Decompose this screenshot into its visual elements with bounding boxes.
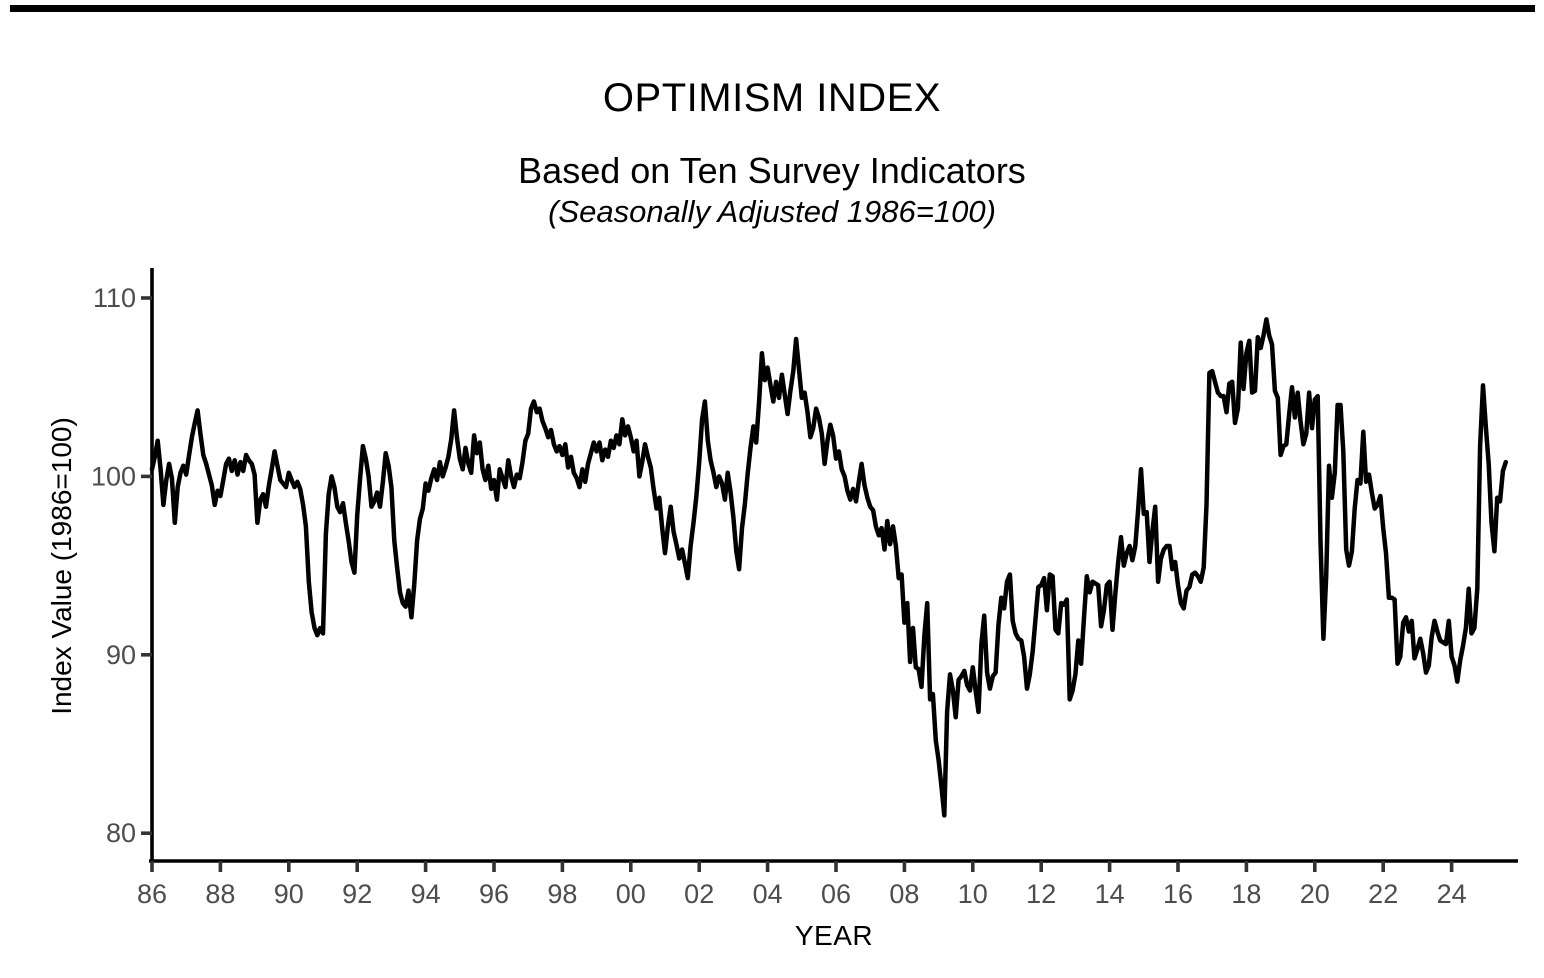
x-tick-label: 24: [1437, 879, 1467, 909]
top-divider-bar: [10, 5, 1535, 12]
x-tick-label: 96: [479, 879, 509, 909]
page-subtitle: Based on Ten Survey Indicators: [518, 150, 1026, 191]
page-subtitle-note: (Seasonally Adjusted 1986=100): [548, 194, 996, 229]
x-tick-label: 12: [1026, 879, 1056, 909]
y-tick-label: 80: [106, 818, 136, 848]
x-tick-label: 88: [205, 879, 235, 909]
x-tick-label: 94: [411, 879, 441, 909]
page-title: OPTIMISM INDEX: [602, 76, 942, 120]
x-tick-label: 92: [342, 879, 372, 909]
x-tick-label: 18: [1231, 879, 1261, 909]
index-series-line: [149, 317, 1509, 818]
x-axis-title: YEAR: [794, 920, 874, 951]
x-tick-label: 98: [547, 879, 577, 909]
x-tick-label: 10: [958, 879, 988, 909]
y-tick-label: 110: [93, 283, 136, 313]
x-tick-label: 14: [1095, 879, 1125, 909]
x-tick-label: 00: [616, 879, 646, 909]
x-tick-label: 16: [1163, 879, 1193, 909]
y-axis-title: Index Value (1986=100): [46, 417, 77, 715]
y-tick-label: 100: [91, 461, 136, 491]
x-tick-label: 22: [1368, 879, 1398, 909]
x-tick-label: 86: [137, 879, 167, 909]
x-tick-label: 02: [684, 879, 714, 909]
x-tick-label: 20: [1300, 879, 1330, 909]
x-tick-label: 08: [889, 879, 919, 909]
x-tick-label: 04: [753, 879, 783, 909]
x-tick-label: 90: [274, 879, 304, 909]
x-tick-label: 06: [821, 879, 851, 909]
y-tick-label: 90: [106, 640, 136, 670]
